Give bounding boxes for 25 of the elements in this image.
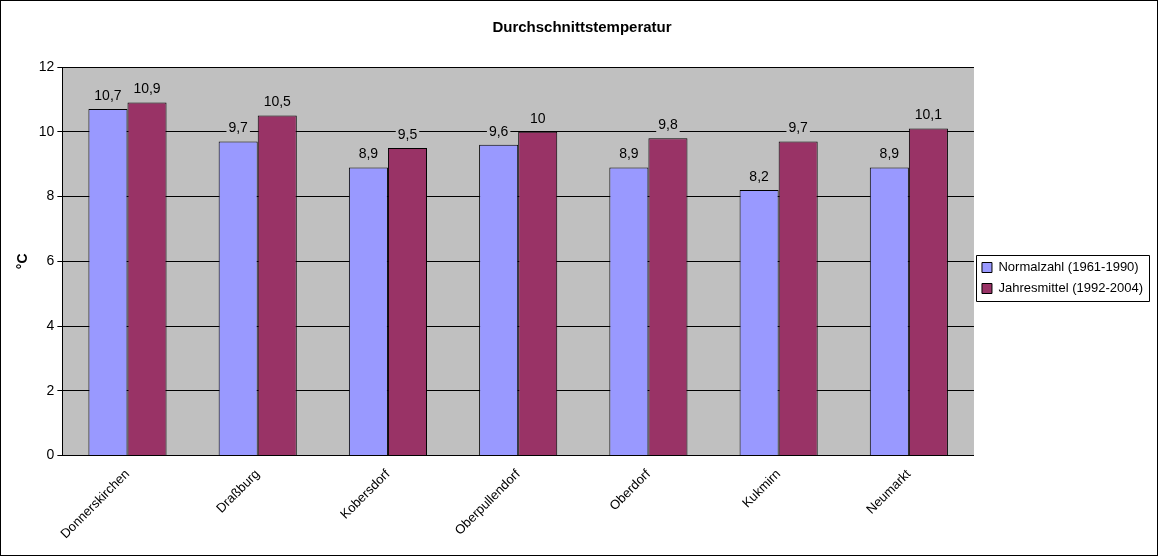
- data-label: 8,9: [619, 145, 639, 162]
- y-tick-label: 12: [38, 57, 55, 74]
- data-label: 10,1: [914, 106, 943, 123]
- data-label: 9,6: [488, 122, 509, 139]
- data-label: 8,9: [358, 145, 379, 162]
- data-label: 10,9: [133, 80, 161, 97]
- y-tick-label: 8: [46, 187, 55, 204]
- y-tick-label: 2: [46, 381, 55, 398]
- y-tick-label: 10: [38, 122, 55, 139]
- legend-label: Jahresmittel (1992-2004): [998, 280, 1144, 296]
- data-label: 9,8: [658, 116, 678, 133]
- data-label: 9,7: [788, 119, 809, 136]
- legend-label: Normalzahl (1961-1990): [998, 259, 1139, 275]
- data-label: 10,5: [263, 93, 292, 110]
- data-label: 10: [529, 109, 546, 126]
- data-label: 9,5: [397, 125, 418, 142]
- data-label: 8,9: [879, 145, 900, 162]
- data-label: 9,7: [228, 119, 249, 136]
- y-tick-label: 6: [46, 252, 55, 269]
- y-tick-label: 0: [46, 446, 55, 463]
- data-label: 10,7: [94, 86, 122, 103]
- y-tick-label: 4: [46, 316, 55, 333]
- data-label: 8,2: [749, 167, 770, 184]
- y-axis-title: °C: [14, 253, 31, 270]
- chart-title: Durchschnittstemperatur: [492, 18, 672, 36]
